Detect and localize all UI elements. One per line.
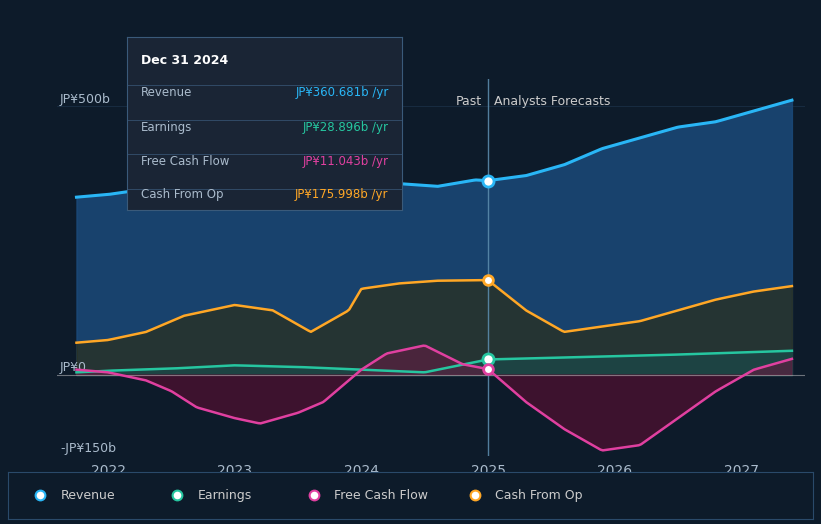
Text: Past: Past [456,95,482,108]
Text: -JP¥150b: -JP¥150b [60,442,116,455]
Text: JP¥11.043b /yr: JP¥11.043b /yr [302,155,388,168]
Text: Revenue: Revenue [141,86,192,99]
Text: Free Cash Flow: Free Cash Flow [141,155,229,168]
Text: JP¥0: JP¥0 [60,361,87,374]
Text: JP¥28.896b /yr: JP¥28.896b /yr [302,121,388,134]
Text: Revenue: Revenue [61,489,115,501]
Text: Earnings: Earnings [197,489,251,501]
Text: JP¥175.998b /yr: JP¥175.998b /yr [295,188,388,201]
Text: Dec 31 2024: Dec 31 2024 [141,54,228,67]
Text: JP¥360.681b /yr: JP¥360.681b /yr [296,86,388,99]
Text: Cash From Op: Cash From Op [495,489,582,501]
Text: Earnings: Earnings [141,121,192,134]
Text: Cash From Op: Cash From Op [141,188,223,201]
Text: JP¥500b: JP¥500b [60,93,111,105]
Text: Analysts Forecasts: Analysts Forecasts [494,95,611,108]
Text: Free Cash Flow: Free Cash Flow [334,489,428,501]
